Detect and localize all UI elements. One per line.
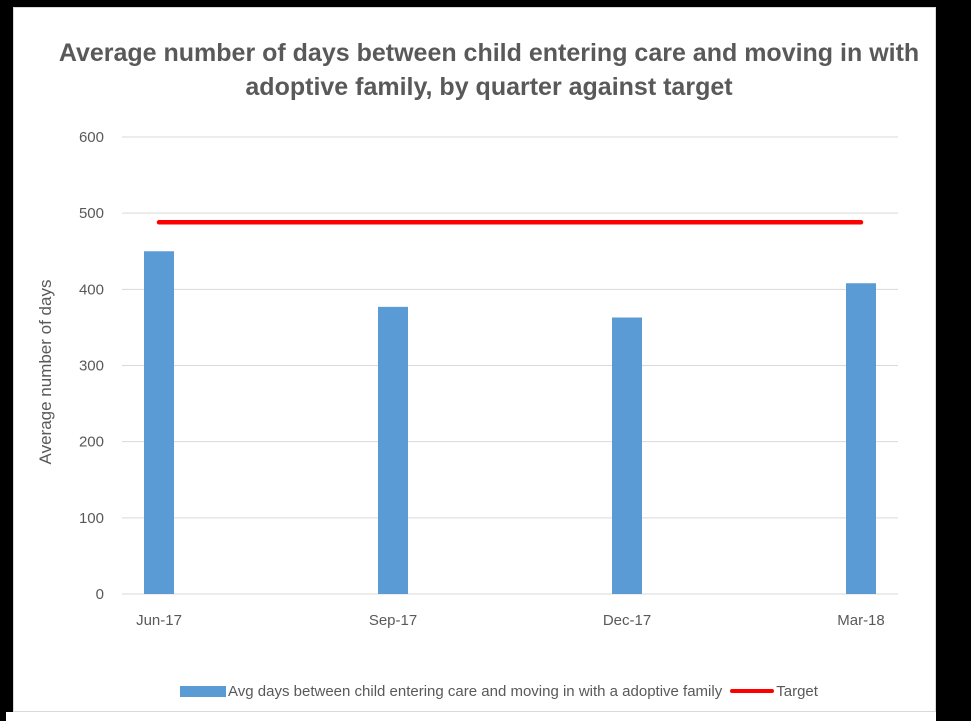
bar-sep-17 <box>378 306 408 594</box>
y-tick-label: 100 <box>79 510 104 527</box>
x-tick-labels: Jun-17 Sep-17 Dec-17 Mar-18 <box>136 612 885 629</box>
y-axis-title: Average number of days <box>36 280 55 465</box>
bar-jun-17 <box>144 251 174 594</box>
y-tick-label: 0 <box>96 586 104 603</box>
y-tick-label: 500 <box>79 205 104 222</box>
bar-dec-17 <box>612 317 642 594</box>
x-tick-label: Dec-17 <box>603 612 651 629</box>
legend: Avg days between child entering care and… <box>89 680 909 702</box>
y-tick-labels: 0 100 200 300 400 500 600 <box>79 129 104 603</box>
y-tick-label: 300 <box>79 358 104 375</box>
bars <box>144 251 876 594</box>
legend-label-target: Target <box>776 682 818 700</box>
y-tick-label: 400 <box>79 281 104 298</box>
legend-label-avg-days: Avg days between child entering care and… <box>228 682 723 700</box>
gridlines <box>122 136 898 595</box>
chart-plot: 0 100 200 300 400 500 600 Jun-17 Sep-17 Dec-17 Ma… <box>36 129 898 629</box>
legend-swatch-bar <box>180 685 227 697</box>
legend-item-avg-days: Avg days between child entering care and… <box>180 683 722 700</box>
bar-mar-18 <box>846 283 876 594</box>
legend-swatch-line <box>730 689 775 693</box>
y-tick-label: 200 <box>79 434 104 451</box>
x-tick-label: Sep-17 <box>369 612 417 629</box>
legend-item-target: Target <box>722 683 818 700</box>
chart-panel: Average number of days between child ent… <box>13 7 936 712</box>
y-tick-label: 600 <box>79 129 104 146</box>
x-tick-label: Mar-18 <box>837 612 885 629</box>
bottom-strip <box>6 712 936 721</box>
chart-title: Average number of days between child ent… <box>58 39 920 101</box>
x-tick-label: Jun-17 <box>136 612 182 629</box>
